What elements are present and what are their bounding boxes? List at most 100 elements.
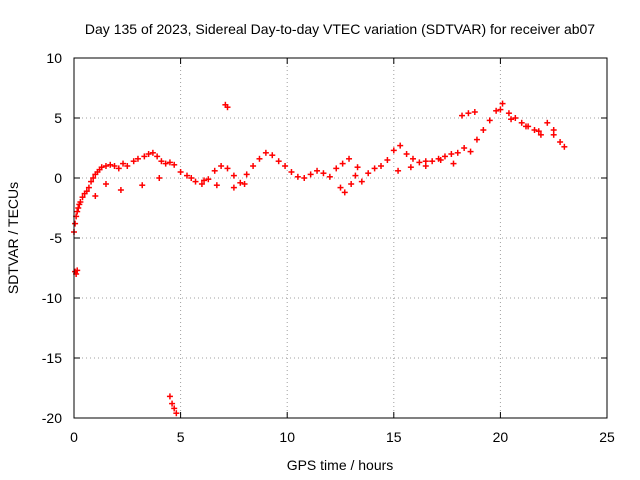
data-point bbox=[337, 184, 344, 191]
data-point bbox=[198, 181, 205, 187]
data-point bbox=[171, 161, 178, 168]
data-point bbox=[544, 119, 551, 126]
data-point bbox=[75, 205, 82, 211]
data-point bbox=[473, 136, 480, 143]
data-point bbox=[177, 169, 184, 175]
data-point bbox=[461, 145, 468, 151]
data-point bbox=[230, 172, 237, 179]
data-point bbox=[294, 173, 301, 180]
data-point bbox=[218, 163, 225, 169]
data-point bbox=[448, 151, 455, 157]
data-point bbox=[467, 148, 474, 155]
data-point bbox=[141, 153, 148, 160]
data-point bbox=[213, 182, 220, 189]
data-point bbox=[550, 131, 557, 138]
data-point bbox=[130, 158, 137, 165]
data-point bbox=[92, 193, 99, 199]
y-tick-label: 10 bbox=[46, 50, 62, 66]
data-point bbox=[158, 158, 165, 165]
chart-title: Day 135 of 2023, Sidereal Day-to-day VTE… bbox=[85, 21, 595, 37]
data-point bbox=[154, 153, 161, 160]
data-point bbox=[348, 181, 355, 187]
data-point bbox=[145, 151, 152, 157]
data-point bbox=[339, 160, 346, 167]
data-point bbox=[407, 164, 414, 171]
data-point bbox=[241, 181, 248, 187]
data-point bbox=[480, 127, 487, 133]
x-tick-label: 15 bbox=[386, 429, 402, 445]
data-point bbox=[85, 184, 92, 191]
data-point bbox=[282, 163, 289, 169]
grid-lines bbox=[74, 58, 607, 418]
data-point bbox=[162, 160, 169, 167]
data-point bbox=[403, 151, 410, 157]
data-point bbox=[134, 155, 141, 162]
data-point bbox=[409, 155, 416, 162]
data-point bbox=[171, 405, 178, 412]
data-point bbox=[211, 167, 218, 174]
data-point bbox=[275, 158, 282, 165]
data-point bbox=[471, 109, 478, 115]
x-tick-label: 25 bbox=[599, 429, 615, 445]
data-point bbox=[561, 143, 568, 150]
data-point bbox=[537, 131, 544, 138]
data-point bbox=[224, 104, 231, 111]
data-point bbox=[499, 100, 506, 107]
data-point bbox=[512, 115, 519, 121]
data-point bbox=[139, 182, 146, 189]
data-point bbox=[384, 157, 391, 163]
data-point bbox=[531, 127, 538, 133]
data-point bbox=[395, 167, 402, 174]
data-point bbox=[371, 165, 378, 172]
data-point bbox=[333, 165, 340, 172]
data-point bbox=[497, 106, 504, 113]
data-point bbox=[397, 142, 404, 149]
data-point bbox=[508, 116, 515, 123]
data-point bbox=[205, 176, 212, 183]
data-point bbox=[518, 119, 525, 126]
data-point bbox=[124, 163, 131, 169]
y-tick-label: -10 bbox=[42, 290, 62, 306]
y-tick-label: -5 bbox=[50, 230, 63, 246]
data-point bbox=[166, 159, 173, 166]
data-point bbox=[74, 267, 81, 274]
data-point bbox=[115, 165, 122, 172]
data-point bbox=[83, 188, 90, 195]
data-point bbox=[486, 117, 493, 124]
data-point bbox=[346, 155, 353, 162]
x-axis-label: GPS time / hours bbox=[287, 457, 394, 473]
data-point bbox=[450, 160, 457, 167]
data-point bbox=[378, 163, 385, 169]
plot-frame bbox=[73, 57, 608, 419]
data-point bbox=[416, 159, 423, 166]
data-point bbox=[192, 178, 199, 185]
data-points bbox=[71, 100, 568, 417]
data-point bbox=[354, 164, 361, 171]
data-point bbox=[341, 189, 348, 196]
data-point bbox=[237, 179, 244, 186]
data-point bbox=[314, 167, 321, 174]
data-point bbox=[269, 152, 276, 159]
data-point bbox=[320, 170, 327, 177]
y-tick-label: 0 bbox=[54, 170, 62, 186]
data-point bbox=[77, 199, 84, 205]
data-point bbox=[454, 149, 461, 156]
data-point bbox=[301, 175, 308, 181]
data-point bbox=[72, 220, 79, 227]
x-tick-label: 0 bbox=[70, 429, 78, 445]
data-point bbox=[256, 155, 263, 162]
data-point bbox=[465, 110, 472, 117]
data-point bbox=[288, 169, 295, 175]
x-tick-label: 5 bbox=[177, 429, 185, 445]
data-point bbox=[107, 161, 114, 168]
axis-ticks: 0 5 10 15 20 25 -20 -15 -10 -5 0 5 10 bbox=[42, 50, 615, 445]
data-point bbox=[156, 175, 163, 181]
data-point bbox=[441, 153, 448, 160]
x-tick-label: 20 bbox=[493, 429, 509, 445]
data-point bbox=[149, 149, 156, 156]
data-point bbox=[505, 110, 512, 117]
y-tick-label: -20 bbox=[42, 410, 62, 426]
y-tick-label: 5 bbox=[54, 110, 62, 126]
y-axis-label: SDTVAR / TECUs bbox=[5, 182, 21, 294]
data-point bbox=[74, 208, 81, 215]
